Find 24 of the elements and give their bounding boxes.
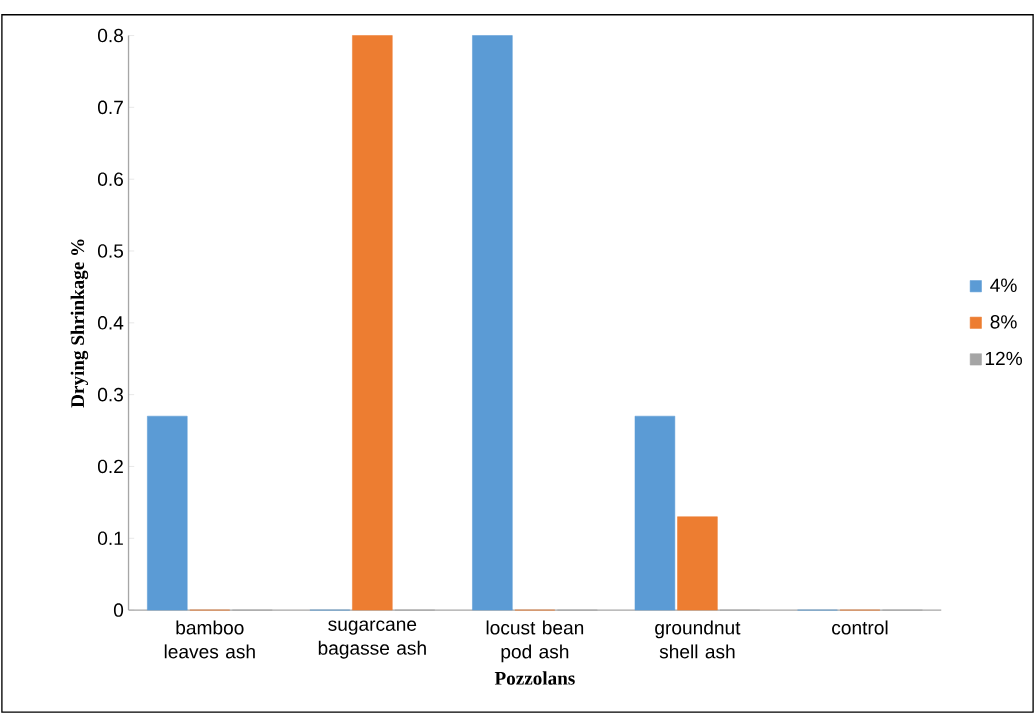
y-tick-label: 0.7 [97,100,123,115]
bar [147,415,188,611]
y-tick-label: 0.3 [97,387,123,402]
y-tick-label: 0.5 [97,244,124,258]
y-tick-label: 0 [113,603,124,617]
y-axis-title: Drying Shrinkage % [70,239,89,408]
legend-label: 4% [990,278,1017,292]
y-tick-label: 0.1 [97,531,123,546]
bar [472,35,513,611]
y-tick-label: 0.2 [97,459,123,474]
y-tick-label: 0.6 [97,172,123,186]
y-tick-label: 0.8 [97,28,124,43]
bar [352,35,393,611]
y-tick-label: 0.4 [97,316,124,330]
bar [677,516,718,611]
x-tick-label: control [832,620,888,635]
legend-label: 8% [990,315,1017,329]
bar [634,415,676,611]
legend-label: 12% [985,351,1023,366]
x-tick-label: sugarcane bagasse ash [318,620,426,659]
x-tick-label: bamboo leaves ash [164,620,255,659]
x-tick-label: groundnut shell ash [655,620,741,659]
x-axis-title: Pozzolans [494,671,575,685]
x-tick-label: locust bean pod ash [486,620,584,663]
